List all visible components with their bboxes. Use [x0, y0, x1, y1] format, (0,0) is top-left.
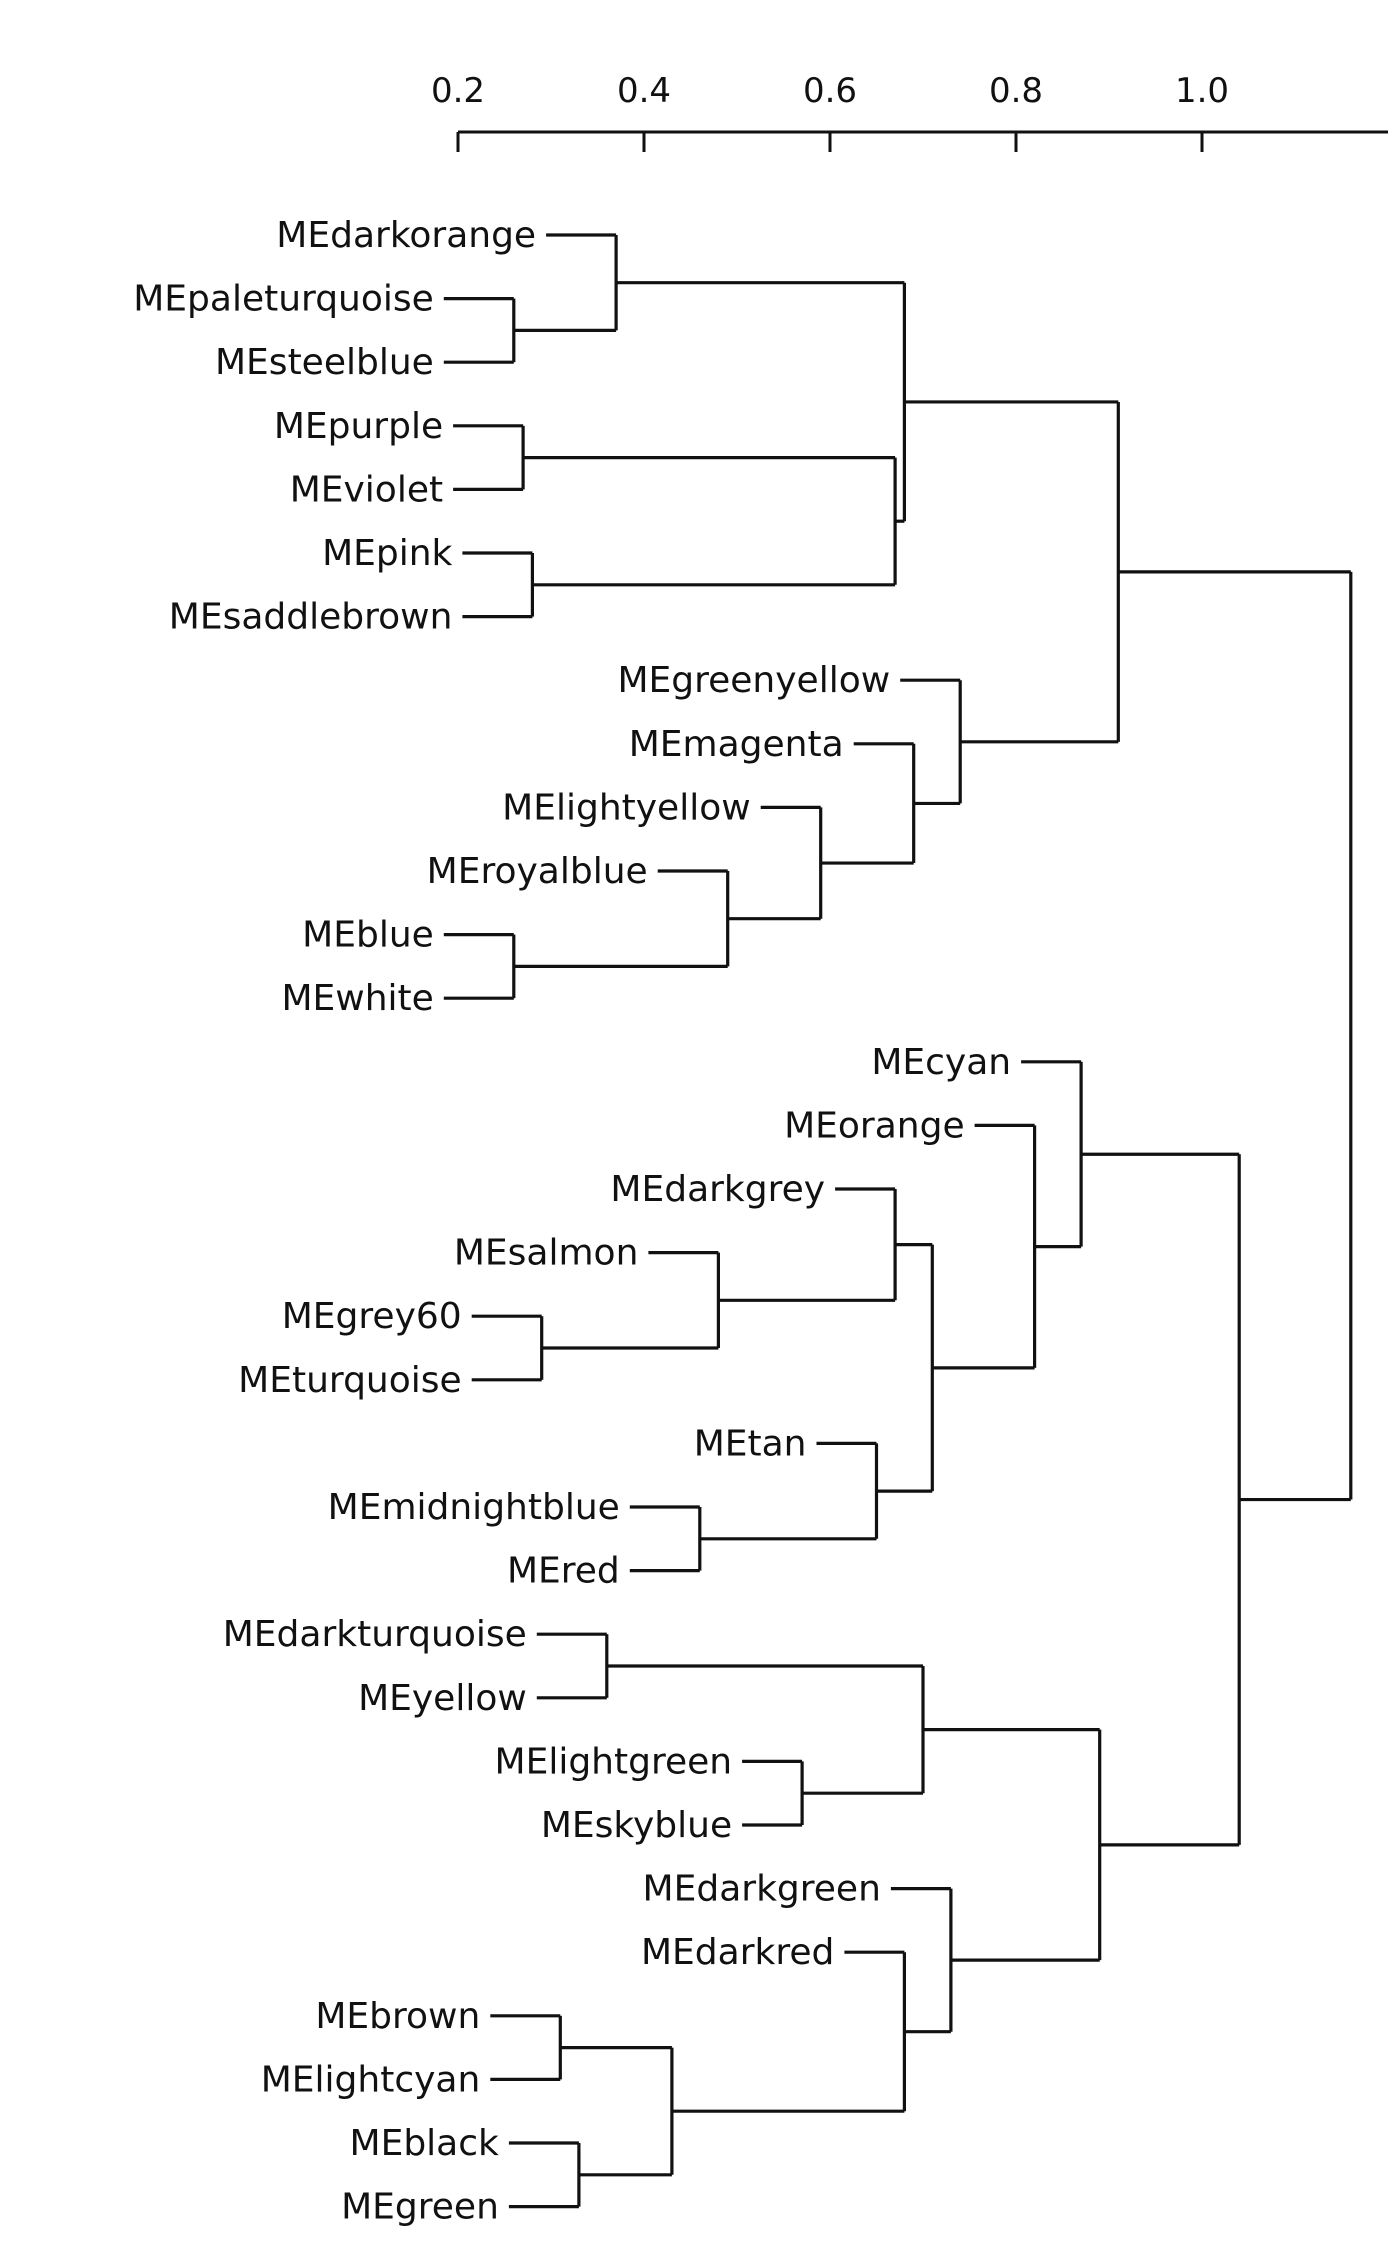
leaf-label: MEdarkred: [641, 1932, 834, 1973]
leaf-label: MEsalmon: [454, 1233, 639, 1274]
leaf-label: MEskyblue: [541, 1805, 732, 1846]
leaf-label: MEwhite: [281, 978, 433, 1019]
leaf-label: MEorange: [784, 1105, 965, 1146]
leaf-label: MEviolet: [290, 469, 443, 510]
leaf-label: MEcyan: [871, 1042, 1011, 1083]
leaf-label: MEbrown: [315, 1996, 480, 2037]
leaf-label: MElightcyan: [261, 2059, 481, 2100]
leaf-label: MElightyellow: [502, 787, 751, 828]
leaf-label: MEblack: [350, 2123, 500, 2164]
leaf-label: MEpurple: [274, 406, 443, 447]
leaf-label: MEpink: [322, 533, 452, 574]
leaf-label: MElightgreen: [495, 1741, 733, 1782]
leaf-label: MEmidnightblue: [328, 1487, 620, 1528]
axis-tick-label: 0.8: [989, 71, 1043, 111]
leaf-label: MEred: [507, 1551, 620, 1592]
leaf-label: MEgreenyellow: [617, 660, 890, 701]
leaf-label: MEdarkgreen: [643, 1869, 881, 1910]
height-axis: 0.2 0.4 0.6 0.8 1.0: [431, 71, 1388, 152]
leaf-label: MEpaleturquoise: [133, 279, 434, 320]
leaf-label: MEdarkturquoise: [223, 1614, 527, 1655]
leaf-label: MEturquoise: [238, 1360, 462, 1401]
leaf-label: MEblue: [302, 915, 434, 956]
leaf-label: MEsteelblue: [215, 342, 434, 383]
axis-tick-label: 1.0: [1175, 71, 1229, 111]
axis-tick-label: 0.4: [617, 71, 671, 111]
leaf-label: MEsaddlebrown: [169, 597, 453, 638]
leaf-label: MEmagenta: [629, 724, 844, 765]
axis-tick-label: 0.6: [803, 71, 857, 111]
leaf-label: MEtan: [694, 1423, 807, 1464]
leaf-label: MEgrey60: [282, 1296, 462, 1337]
leaf-label: MEroyalblue: [427, 851, 648, 892]
leaf-label: MEdarkorange: [276, 215, 536, 256]
leaf-label: MEdarkgrey: [610, 1169, 825, 1210]
axis-tick-label: 0.2: [431, 71, 485, 111]
leaf-label: MEgreen: [341, 2187, 499, 2228]
leaf-labels: MEdarkorange MEpaleturquoise MEsteelblue ME…: [133, 215, 1011, 2228]
dendrogram-branches: [443, 233, 1353, 2209]
leaf-label: MEyellow: [358, 1678, 527, 1719]
